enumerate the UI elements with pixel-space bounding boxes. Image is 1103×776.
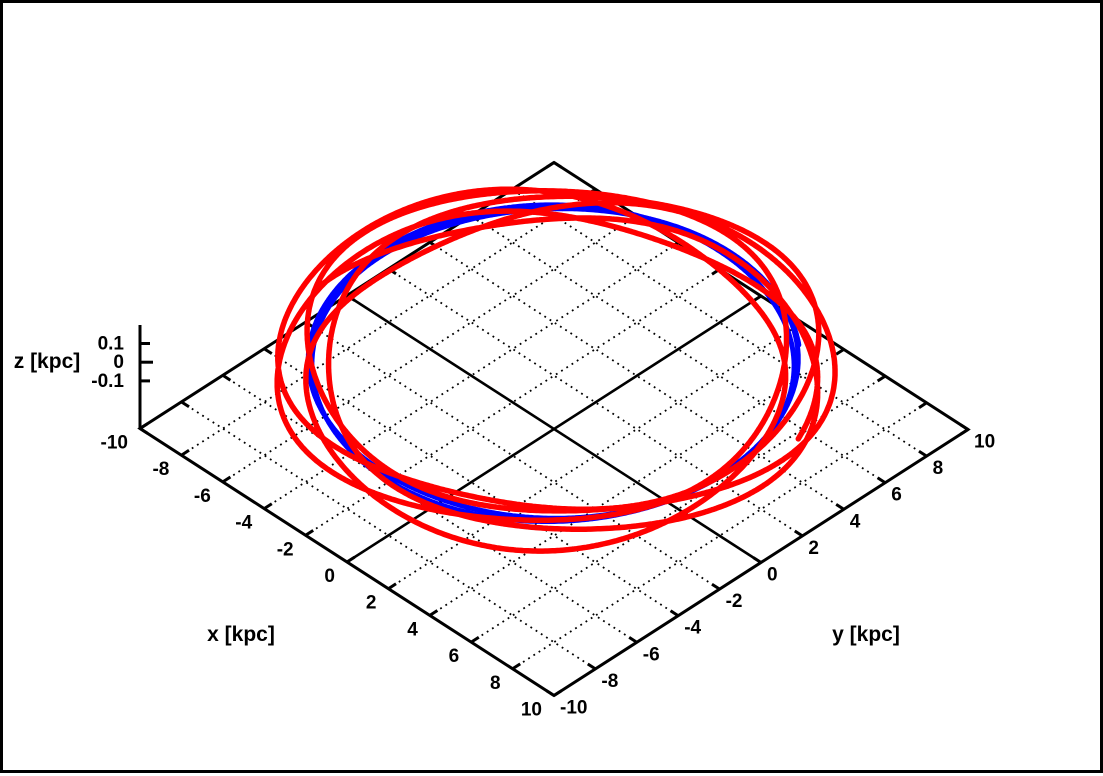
y-tick-label: -10	[560, 698, 587, 719]
x-tick	[511, 662, 522, 671]
x-tick-label: 4	[407, 619, 418, 640]
x-tick-label: -4	[235, 513, 252, 534]
y-tick-label: -2	[726, 591, 743, 612]
grid-line	[305, 321, 721, 590]
x-tick-label: 8	[490, 673, 501, 694]
y-tick	[959, 423, 969, 431]
x-tick-label: -10	[101, 433, 128, 454]
y-tick-label: -8	[601, 671, 618, 692]
x-tick-label: 2	[366, 593, 377, 614]
grid-line	[180, 401, 596, 670]
y-tick-mirror	[180, 400, 190, 409]
y-tick-label: 2	[808, 538, 819, 559]
x-tick-mirror	[876, 374, 887, 383]
x-tick-mirror	[545, 161, 555, 169]
y-tick	[586, 662, 597, 671]
x-tick	[553, 689, 563, 697]
y-tick-label: -6	[643, 644, 660, 665]
grid-line	[512, 188, 928, 457]
x-tick	[221, 475, 232, 484]
grid-line	[470, 214, 886, 484]
grid-line	[180, 188, 596, 456]
x-tick	[304, 529, 315, 537]
y-tick-label: 10	[974, 432, 995, 453]
x-tick-label: -6	[194, 486, 211, 507]
x-tick	[387, 582, 397, 590]
y-tick	[545, 689, 555, 697]
y-tick-mirror	[139, 427, 149, 435]
y-tick	[793, 529, 804, 538]
x-tick	[428, 609, 439, 617]
y-tick-mirror	[263, 347, 273, 355]
y-tick-label: 6	[891, 485, 902, 506]
grid-line	[263, 241, 679, 510]
x-tick-label: 6	[449, 646, 460, 667]
y-tick-label: 0	[767, 565, 778, 586]
y-tick	[835, 503, 845, 511]
x-axis-title: x [kpc]	[207, 623, 275, 646]
y-tick	[918, 449, 928, 458]
y-tick-mirror	[553, 161, 563, 169]
x-tick	[180, 449, 190, 457]
z-tick-label: 0.1	[98, 334, 125, 355]
z-tick-label: 0	[113, 352, 124, 373]
x-tick	[346, 555, 356, 564]
perturbed-orbit-path	[274, 186, 838, 554]
orbit-trajectories	[274, 186, 838, 554]
grid-line	[512, 402, 928, 670]
grid-line	[387, 268, 803, 537]
grid-line	[387, 321, 803, 590]
z-tick-label: -0.1	[91, 371, 124, 392]
y-tick-label: 8	[933, 458, 944, 479]
x-tick	[470, 635, 480, 644]
z-axis	[138, 325, 153, 429]
y-tick	[752, 556, 762, 564]
x-tick-label: 10	[521, 700, 542, 721]
y-axis-title: y [kpc]	[832, 623, 900, 646]
y-tick	[628, 636, 638, 644]
z-axis-title: z [kpc]	[14, 350, 81, 373]
x-tick-mirror	[835, 348, 845, 356]
x-tick-mirror	[918, 401, 928, 409]
y-tick	[669, 609, 680, 617]
grid-line	[222, 374, 638, 644]
y-tick	[711, 582, 721, 591]
x-tick-label: 0	[324, 566, 335, 587]
x-tick-label: -2	[277, 539, 294, 560]
y-tick-label: 4	[850, 511, 861, 532]
y-tick	[876, 476, 887, 484]
y-tick-mirror	[221, 374, 232, 382]
x-tick-label: -8	[152, 459, 169, 480]
axis-titles: x [kpc] y [kpc] z [kpc]	[14, 350, 900, 646]
y-tick-label: -4	[684, 618, 701, 639]
x-tick	[263, 502, 273, 510]
